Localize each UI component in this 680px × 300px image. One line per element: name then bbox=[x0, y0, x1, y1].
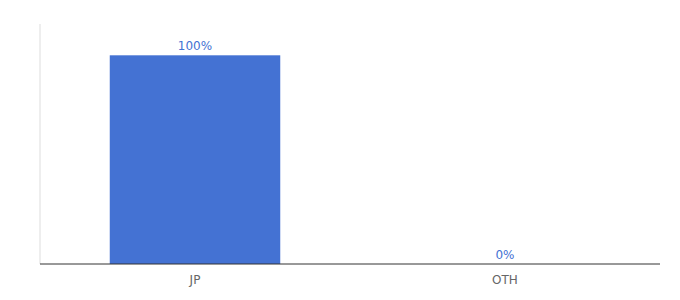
x-axis-line bbox=[40, 264, 660, 265]
data-label: 0% bbox=[495, 248, 514, 262]
bar bbox=[110, 55, 281, 264]
data-label: 100% bbox=[178, 39, 212, 53]
chart-svg: 100% JP 0% OTH bbox=[0, 0, 680, 300]
x-tick-label: JP bbox=[189, 273, 201, 287]
y-range-line bbox=[40, 24, 41, 264]
bars bbox=[110, 55, 281, 264]
chart-container: 100% JP 0% OTH bbox=[0, 0, 680, 300]
x-tick-label: OTH bbox=[492, 273, 518, 287]
